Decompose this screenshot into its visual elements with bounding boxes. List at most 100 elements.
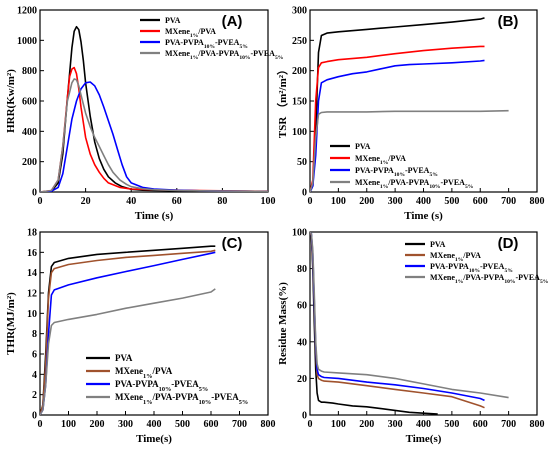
- y-tick-label: 60: [297, 301, 307, 312]
- y-tick-label: 1000: [17, 36, 37, 47]
- series-line-2: [40, 66, 268, 192]
- legend-text-part: PVA-PVPA: [165, 38, 204, 47]
- legend-text-part: 1%: [380, 184, 389, 190]
- y-tick-label: 8: [32, 329, 37, 340]
- x-tick-label: 600: [473, 419, 488, 430]
- x-tick-label: 100: [331, 196, 346, 207]
- legend-entry: PVA: [165, 16, 181, 25]
- y-tick-label: 200: [22, 157, 37, 168]
- legend-text-part: 1%: [380, 160, 389, 166]
- x-axis-label: Time (s): [135, 210, 174, 222]
- x-tick-label: 600: [473, 196, 488, 207]
- legend-text-part: PVA: [165, 16, 181, 25]
- legend-text-part: PVA-PVPA: [115, 379, 159, 389]
- legend-text-part: MXene: [355, 178, 380, 187]
- legend-text-part: /PVA: [197, 27, 216, 36]
- x-axis-label: Time (s): [404, 210, 443, 222]
- x-tick-label: 600: [204, 419, 219, 430]
- panel-d: 0 100 200 300 400 500 600 700 800 0 20 40 60 80 100 Tim…: [277, 228, 549, 446]
- legend-text-part: 10%: [394, 172, 406, 178]
- legend-text-part: PVA: [115, 353, 133, 363]
- y-axis-label: HRR(Kw/m²): [5, 69, 17, 133]
- x-tick-label: 700: [501, 419, 516, 430]
- legend-entry: MXene1%/PVA-PVPA10%-PVEA5%: [430, 273, 549, 285]
- y-tick-label: 0: [302, 188, 307, 199]
- series-line-3: [40, 251, 216, 415]
- panel-label: (B): [498, 13, 519, 30]
- x-tick-label: 800: [261, 419, 276, 430]
- legend-text-part: /PVA: [462, 251, 481, 260]
- legend-text-part: MXene: [115, 366, 143, 376]
- legend-entry: MXene1%/PVA-PVPA10%-PVEA5%: [115, 392, 248, 406]
- y-tick-label: 0: [32, 188, 37, 199]
- series-line-4: [310, 109, 509, 192]
- legend-text-part: 5%: [239, 399, 248, 406]
- x-tick-label: 0: [308, 419, 313, 430]
- x-tick-label: 200: [90, 419, 105, 430]
- x-tick-label: 700: [232, 419, 247, 430]
- legend-text-part: -PVEA: [215, 38, 240, 47]
- x-tick-label: 200: [359, 419, 374, 430]
- x-tick-label: 400: [147, 419, 162, 430]
- x-tick-label: 800: [530, 419, 545, 430]
- legend-entry: PVA: [430, 240, 446, 249]
- legend-text-part: -PVEA: [405, 166, 430, 175]
- series-line-2: [310, 45, 485, 192]
- y-tick-label: 200: [292, 66, 307, 77]
- legend-text-part: PVA: [430, 240, 446, 249]
- legend-text-part: /PVA-PVPA: [462, 273, 504, 282]
- x-tick-label: 100: [331, 419, 346, 430]
- y-tick-label: 50: [297, 157, 307, 168]
- legend-text-part: 1%: [190, 33, 199, 39]
- plot-frame: [309, 231, 538, 416]
- legend-text-part: 5%: [275, 55, 284, 61]
- x-tick-label: 80: [217, 196, 227, 207]
- x-tick-label: 500: [444, 196, 459, 207]
- legend-entry: MXene1%/PVA-PVPA10%-PVEA5%: [355, 178, 474, 190]
- y-axis-label: TSR （m²/m²）: [276, 64, 289, 138]
- y-tick-label: 100: [292, 127, 307, 138]
- y-tick-label: 14: [27, 268, 37, 279]
- x-tick-label: 60: [172, 196, 182, 207]
- legend-text-part: 5%: [199, 386, 208, 393]
- legend-entry: PVA-PVPA10%-PVEA5%: [355, 166, 438, 178]
- x-tick-label: 700: [501, 196, 516, 207]
- y-tick-label: 100: [292, 228, 307, 239]
- legend-text-part: 1%: [190, 55, 199, 61]
- panel-label: (D): [498, 235, 519, 252]
- x-tick-label: 400: [416, 196, 431, 207]
- x-tick-label: 20: [81, 196, 91, 207]
- y-tick-label: 1200: [17, 6, 37, 17]
- legend-text-part: PVA: [355, 142, 371, 151]
- legend-entry: PVA: [355, 142, 371, 151]
- y-tick-label: 2: [32, 390, 37, 401]
- x-tick-label: 0: [308, 196, 313, 207]
- legend-entry: MXene1%/PVA: [355, 154, 406, 166]
- panel-b: 0 100 200 300 400 500 600 700 800 0 50 100 150 200 250…: [276, 6, 545, 223]
- legend-text-part: 5%: [504, 268, 513, 274]
- x-tick-label: 100: [61, 419, 76, 430]
- legend-text-part: 5%: [540, 279, 549, 285]
- legend-text-part: -PVEA: [441, 178, 466, 187]
- x-tick-label: 500: [444, 419, 459, 430]
- legend-text-part: -PVEA: [171, 379, 199, 389]
- series-line-2: [40, 249, 216, 415]
- legend-text-part: 10%: [239, 55, 251, 61]
- plot-frame: [309, 9, 538, 193]
- legend-text-part: PVA-PVPA: [355, 166, 394, 175]
- legend-text-part: 1%: [143, 399, 152, 406]
- y-tick-label: 18: [27, 228, 37, 239]
- y-tick-label: 150: [292, 97, 307, 108]
- legend-text-part: 1%: [143, 373, 152, 380]
- legend-text-part: /PVA: [151, 366, 172, 376]
- y-tick-label: 0: [32, 411, 37, 422]
- legend-text-part: 5%: [465, 184, 474, 190]
- x-tick-label: 800: [530, 196, 545, 207]
- y-tick-label: 400: [22, 127, 37, 138]
- series-line-4: [40, 78, 268, 192]
- legend-text-part: /PVA-PVPA: [197, 49, 239, 58]
- legend-entry: MXene1%/PVA-PVPA10%-PVEA5%: [165, 49, 284, 61]
- y-axis-label: THR(MJ/m²): [5, 292, 17, 355]
